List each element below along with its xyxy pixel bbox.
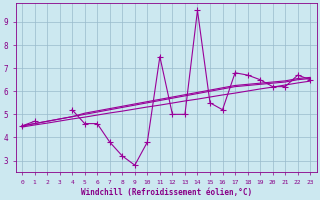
- X-axis label: Windchill (Refroidissement éolien,°C): Windchill (Refroidissement éolien,°C): [81, 188, 252, 197]
